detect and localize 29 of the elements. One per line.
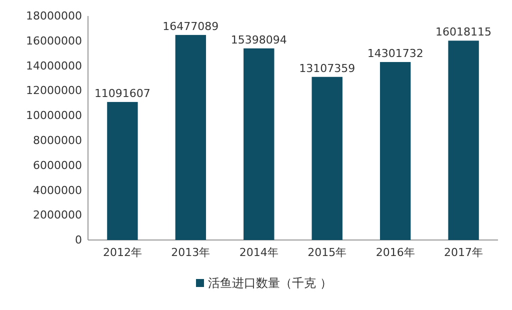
data-label: 15398094 (230, 33, 287, 46)
bar (448, 40, 479, 240)
bar (107, 102, 138, 240)
x-tick-label: 2013年 (171, 246, 210, 259)
y-tick-label: 4000000 (33, 184, 82, 197)
legend-label: 活鱼进口数量（千克 ） (208, 276, 332, 290)
bar (312, 76, 342, 240)
bar (380, 62, 411, 240)
data-label: 16018115 (436, 26, 492, 39)
data-label: 13107359 (299, 62, 356, 75)
data-label: 14301732 (367, 47, 424, 60)
y-tick-label: 8000000 (33, 134, 82, 147)
x-tick-label: 2016年 (376, 246, 415, 259)
y-tick-label: 12000000 (26, 84, 82, 98)
x-tick-label: 2015年 (308, 246, 347, 259)
y-tick-label: 18000000 (26, 10, 82, 23)
x-tick-label: 2012年 (102, 246, 142, 259)
y-tick-label: 10000000 (26, 109, 82, 122)
y-tick-label: 14000000 (26, 59, 82, 72)
x-tick-label: 2017年 (444, 246, 484, 259)
y-tick-label: 6000000 (33, 158, 82, 172)
bar (175, 34, 206, 240)
y-tick-label: 2000000 (33, 208, 82, 222)
bar (244, 48, 274, 240)
data-label: 11091607 (94, 86, 150, 100)
y-tick-label: 16000000 (26, 34, 82, 48)
x-tick-label: 2014年 (239, 246, 278, 259)
y-tick-label: 0 (75, 234, 82, 247)
data-label: 16477089 (162, 20, 219, 33)
